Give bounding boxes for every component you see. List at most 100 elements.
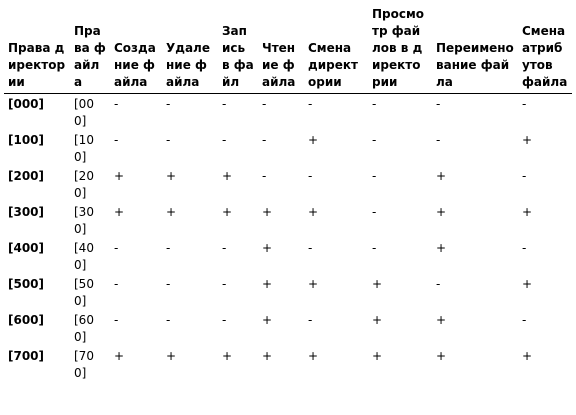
delete-file-cell: - — [166, 277, 171, 291]
table-header: Права директории Права файла Создание фа… — [4, 6, 572, 94]
dir-rights-cell: [100] — [8, 133, 45, 147]
column-header-list-dir: Просмотр файлов в директории — [368, 6, 432, 94]
dir-rights-cell: [500] — [8, 277, 45, 291]
delete-file-cell: + — [166, 169, 177, 183]
create-file-cell: - — [114, 241, 119, 255]
file-rights-cell: [700] — [74, 349, 94, 380]
read-file-cell: - — [262, 97, 267, 111]
rename-file-cell: - — [436, 277, 441, 291]
list-dir-cell: - — [372, 241, 377, 255]
table-body: [000] [000] - - - - - - - - [100] [100] … — [4, 94, 572, 383]
change-attrs-cell: - — [522, 241, 527, 255]
table-row: [200] [200] + + + - - - + - — [4, 166, 572, 202]
list-dir-cell: - — [372, 205, 377, 219]
write-file-cell: - — [222, 133, 227, 147]
file-rights-cell: [600] — [74, 313, 94, 344]
write-file-cell: - — [222, 313, 227, 327]
column-header-rename-file: Переименование файла — [432, 6, 518, 94]
write-file-cell: + — [222, 205, 233, 219]
create-file-cell: + — [114, 349, 125, 363]
delete-file-cell: + — [166, 205, 177, 219]
change-attrs-cell: + — [522, 349, 533, 363]
permissions-table: Права директории Права файла Создание фа… — [4, 6, 572, 382]
write-file-cell: - — [222, 277, 227, 291]
table-row: [500] [500] - - - + + + - + — [4, 274, 572, 310]
rename-file-cell: + — [436, 169, 447, 183]
column-header-dir-rights: Права директории — [4, 6, 70, 94]
read-file-cell: - — [262, 133, 267, 147]
dir-rights-cell: [300] — [8, 205, 45, 219]
change-attrs-cell: + — [522, 205, 533, 219]
create-file-cell: - — [114, 277, 119, 291]
delete-file-cell: - — [166, 97, 171, 111]
column-header-delete-file: Удаление файла — [162, 6, 218, 94]
read-file-cell: + — [262, 277, 273, 291]
change-attrs-cell: - — [522, 97, 527, 111]
column-header-file-rights: Права файла — [70, 6, 110, 94]
change-attrs-cell: + — [522, 277, 533, 291]
column-header-change-attrs: Смена атрибутов файла — [518, 6, 572, 94]
column-header-change-dir: Смена директории — [304, 6, 368, 94]
header-row: Права директории Права файла Создание фа… — [4, 6, 572, 94]
column-header-create-file: Создание файла — [110, 6, 162, 94]
table-row: [400] [400] - - - + - - + - — [4, 238, 572, 274]
file-rights-cell: [100] — [74, 133, 94, 164]
delete-file-cell: - — [166, 241, 171, 255]
rename-file-cell: - — [436, 97, 441, 111]
change-dir-cell: + — [308, 349, 319, 363]
table-row: [100] [100] - - - - + - - + — [4, 130, 572, 166]
dir-rights-cell: [000] — [8, 97, 45, 111]
dir-rights-cell: [600] — [8, 313, 45, 327]
list-dir-cell: + — [372, 277, 383, 291]
dir-rights-cell: [400] — [8, 241, 45, 255]
file-rights-cell: [400] — [74, 241, 94, 272]
create-file-cell: - — [114, 313, 119, 327]
dir-rights-cell: [200] — [8, 169, 45, 183]
table-row: [600] [600] - - - + - + + - — [4, 310, 572, 346]
list-dir-cell: - — [372, 169, 377, 183]
column-header-write-file: Запись в файл — [218, 6, 258, 94]
write-file-cell: + — [222, 169, 233, 183]
write-file-cell: - — [222, 97, 227, 111]
rename-file-cell: + — [436, 241, 447, 255]
create-file-cell: - — [114, 133, 119, 147]
file-rights-cell: [300] — [74, 205, 94, 236]
write-file-cell: + — [222, 349, 233, 363]
list-dir-cell: + — [372, 313, 383, 327]
read-file-cell: + — [262, 205, 273, 219]
delete-file-cell: - — [166, 133, 171, 147]
rename-file-cell: + — [436, 349, 447, 363]
create-file-cell: + — [114, 169, 125, 183]
list-dir-cell: - — [372, 97, 377, 111]
change-dir-cell: - — [308, 313, 313, 327]
read-file-cell: - — [262, 169, 267, 183]
change-dir-cell: - — [308, 169, 313, 183]
file-rights-cell: [200] — [74, 169, 94, 200]
delete-file-cell: - — [166, 313, 171, 327]
change-dir-cell: + — [308, 133, 319, 147]
change-attrs-cell: + — [522, 133, 533, 147]
table-row: [300] [300] + + + + + - + + — [4, 202, 572, 238]
change-dir-cell: - — [308, 241, 313, 255]
rename-file-cell: + — [436, 313, 447, 327]
list-dir-cell: - — [372, 133, 377, 147]
change-attrs-cell: - — [522, 169, 527, 183]
column-header-read-file: Чтение файла — [258, 6, 304, 94]
read-file-cell: + — [262, 241, 273, 255]
create-file-cell: - — [114, 97, 119, 111]
change-dir-cell: + — [308, 277, 319, 291]
table-row: [000] [000] - - - - - - - - — [4, 94, 572, 131]
rename-file-cell: - — [436, 133, 441, 147]
dir-rights-cell: [700] — [8, 349, 45, 363]
change-attrs-cell: - — [522, 313, 527, 327]
rename-file-cell: + — [436, 205, 447, 219]
list-dir-cell: + — [372, 349, 383, 363]
table-row: [700] [700] + + + + + + + + — [4, 346, 572, 382]
write-file-cell: - — [222, 241, 227, 255]
read-file-cell: + — [262, 313, 273, 327]
file-rights-cell: [000] — [74, 97, 94, 128]
change-dir-cell: - — [308, 97, 313, 111]
read-file-cell: + — [262, 349, 273, 363]
delete-file-cell: + — [166, 349, 177, 363]
